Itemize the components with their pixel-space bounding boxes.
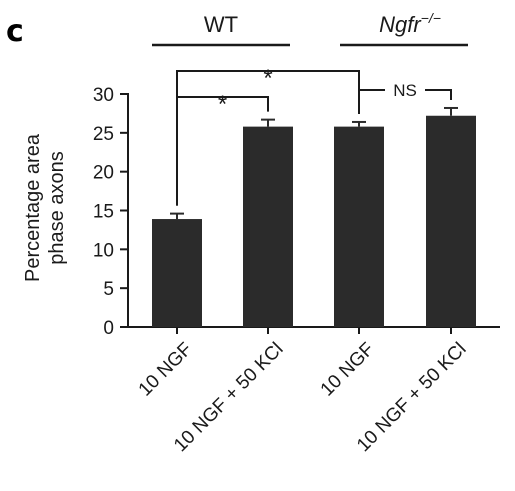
group-label-ngfr-superscript: −/− — [421, 10, 441, 26]
significance-brackets: * * NS — [176, 65, 452, 206]
sig-bracket-2-left — [358, 89, 385, 114]
y-tick-label-5: 5 — [103, 279, 114, 300]
y-axis-title-line2: phase axons — [46, 151, 68, 264]
y-tick-label-20: 20 — [93, 163, 114, 184]
y-tick-label-25: 25 — [93, 124, 114, 145]
sig-label-1: * — [263, 65, 272, 92]
category-label-0: 10 NGF — [135, 339, 197, 401]
y-tick-label-0: 0 — [103, 318, 114, 339]
sig-label-0: * — [218, 91, 227, 118]
group-label-wt: WT — [204, 12, 238, 37]
y-tick-label-15: 15 — [93, 202, 114, 223]
bar-1 — [243, 126, 293, 328]
group-header-wt: WT — [152, 12, 290, 47]
sig-label-2: NS — [393, 81, 417, 100]
panel-label: c — [6, 14, 24, 49]
bar-3 — [426, 115, 476, 327]
group-label-ngfr-name: Ngfr — [379, 12, 422, 37]
bars — [152, 106, 476, 328]
y-tick-label-30: 30 — [93, 85, 114, 106]
bar-2 — [334, 126, 384, 328]
y-axis-title-line1: Percentage area — [22, 133, 44, 282]
group-header-ngfr: Ngfr−/− — [340, 10, 468, 47]
bar-0 — [152, 219, 202, 327]
y-tick-label-10: 10 — [93, 240, 114, 261]
group-label-ngfr: Ngfr−/− — [379, 10, 441, 37]
sig-bracket-2-right — [425, 89, 452, 100]
category-label-2: 10 NGF — [317, 339, 379, 401]
